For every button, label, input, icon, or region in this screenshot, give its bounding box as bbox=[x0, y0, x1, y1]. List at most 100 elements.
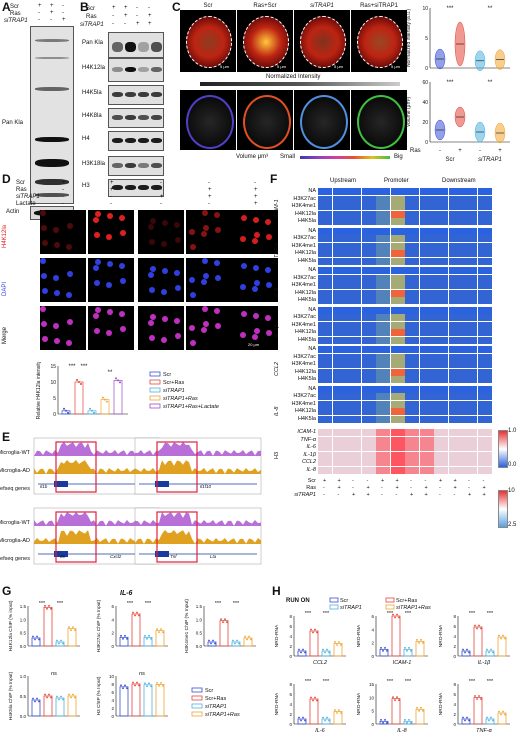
f-heat-cell bbox=[332, 267, 347, 274]
f-h3-cell bbox=[318, 466, 332, 474]
e-gene-exon bbox=[155, 481, 169, 487]
f-bottom-sign: + bbox=[482, 485, 486, 491]
f-heat-cell bbox=[434, 393, 448, 400]
f-h3-label: H3 bbox=[274, 451, 280, 459]
h-plot-ytick: 6 bbox=[289, 692, 292, 697]
b-band bbox=[112, 42, 123, 52]
h-plot-ytick: 0 bbox=[371, 654, 374, 659]
f-heat-cell bbox=[318, 321, 332, 329]
f-heat-cell bbox=[419, 282, 434, 289]
f-heat-cell bbox=[361, 306, 376, 314]
f-heat-cell bbox=[390, 235, 405, 242]
f-heat-cell bbox=[347, 336, 361, 344]
f-heat-cell bbox=[419, 408, 434, 415]
g-plot-point bbox=[50, 696, 52, 699]
h-plot-point bbox=[408, 646, 410, 649]
h-plot-bar bbox=[321, 718, 331, 725]
f-heat-cell bbox=[419, 203, 434, 210]
g-plot-point bbox=[144, 634, 146, 637]
f-heat-cell bbox=[347, 250, 361, 257]
d-point bbox=[89, 407, 91, 410]
f-heat-cell bbox=[477, 195, 492, 203]
panel-label-e: E bbox=[2, 430, 11, 444]
f-heat-cell bbox=[361, 250, 376, 257]
d-cell bbox=[266, 330, 272, 336]
d-micrograph bbox=[232, 210, 278, 254]
d-cell bbox=[119, 263, 125, 269]
f-heat-cell bbox=[405, 235, 419, 242]
h-plot-ytick: 8 bbox=[289, 682, 292, 687]
h-plot-point bbox=[302, 648, 304, 651]
d-cell bbox=[67, 319, 73, 325]
h-plot-point bbox=[300, 651, 302, 654]
f-heat-cell bbox=[361, 289, 376, 297]
d-cell bbox=[201, 231, 207, 237]
h-plot-point bbox=[416, 638, 418, 641]
f-heat-cell bbox=[390, 242, 405, 250]
f-h3-cell bbox=[448, 459, 463, 466]
f-heat-cell bbox=[347, 210, 361, 218]
f-heat-cell bbox=[463, 218, 477, 225]
g-plot-point bbox=[160, 682, 162, 684]
f-scale-2-bottom: 2.5 bbox=[508, 522, 517, 528]
a-sign: - bbox=[38, 17, 40, 23]
f-heat-cell bbox=[347, 346, 361, 353]
d-cell bbox=[203, 321, 209, 327]
c-sig: *** bbox=[446, 80, 454, 86]
d-point bbox=[93, 411, 95, 414]
f-heat-cell bbox=[434, 227, 448, 235]
f-heat-cell bbox=[405, 242, 419, 250]
h-plot-point bbox=[322, 716, 324, 719]
f-heat-cell bbox=[318, 329, 332, 336]
f-heat-cell bbox=[361, 297, 376, 304]
f-heat-cell bbox=[434, 257, 448, 265]
f-bottom-sign: + bbox=[352, 492, 356, 498]
h-plot-bar bbox=[391, 615, 401, 657]
f-heat-cell bbox=[318, 306, 332, 314]
h-plot-point bbox=[410, 721, 412, 724]
g-plot-bar bbox=[207, 641, 217, 647]
d-sig: ** bbox=[108, 370, 113, 376]
f-heat-cell bbox=[477, 188, 492, 195]
f-heat-cell bbox=[405, 267, 419, 274]
f-h3-row-label: IL-6 bbox=[306, 444, 316, 450]
b-band bbox=[138, 163, 149, 168]
c-volume-nucleus bbox=[300, 95, 348, 149]
f-heat-cell bbox=[376, 257, 390, 265]
h-plot-xlabel: TNF-α bbox=[476, 728, 493, 734]
g-plot-point bbox=[224, 618, 226, 621]
f-bottom-sign: + bbox=[323, 478, 327, 484]
h-plot-point bbox=[492, 651, 494, 654]
g-plot-ytick: 0 bbox=[111, 714, 114, 719]
f-heat-cell bbox=[318, 368, 332, 376]
d-cell bbox=[95, 211, 101, 217]
h-plot-point bbox=[298, 648, 300, 651]
h-plot-point bbox=[326, 648, 328, 651]
f-bottom-row-label: Scr bbox=[307, 478, 316, 484]
f-heat-cell bbox=[347, 289, 361, 297]
h-legend-swatch bbox=[329, 604, 339, 610]
g-plot-bar bbox=[155, 630, 165, 647]
c-scale-label: 5 μm bbox=[220, 64, 229, 69]
g-plot-point bbox=[162, 685, 164, 687]
h-plot-point bbox=[486, 716, 488, 719]
c-intensity-image bbox=[180, 10, 236, 72]
d-cell bbox=[120, 230, 126, 236]
d-row-label: siTRAP1 bbox=[16, 194, 40, 200]
d-cell bbox=[266, 234, 272, 240]
f-heat-cell bbox=[361, 329, 376, 336]
f-heat-cell bbox=[448, 274, 463, 282]
d-cell bbox=[93, 265, 99, 271]
f-h3-row-label: ICAM-1 bbox=[297, 429, 316, 435]
f-heat-cell bbox=[405, 361, 419, 368]
e-gene-name: Tnf bbox=[170, 554, 177, 559]
b-band bbox=[151, 67, 162, 72]
g-plot-point bbox=[134, 684, 136, 687]
f-heat-cell bbox=[463, 195, 477, 203]
d-sign: + bbox=[254, 187, 258, 193]
f-heat-cell bbox=[448, 297, 463, 304]
a-row-scr: Scr bbox=[10, 4, 19, 10]
f-heat-cell bbox=[390, 408, 405, 415]
f-gene-label: TNF-α bbox=[274, 241, 280, 258]
h-plot-bar bbox=[461, 718, 471, 725]
